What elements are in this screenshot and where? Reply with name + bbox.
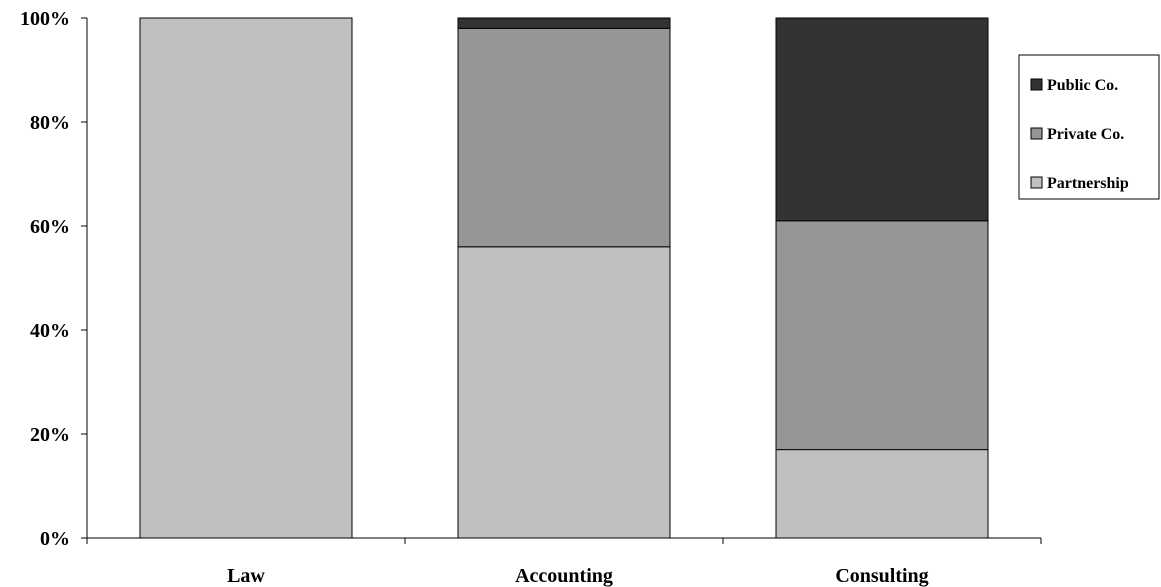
bar-consulting-public-co xyxy=(775,17,989,222)
bar-accounting-private-co xyxy=(457,27,671,248)
y-tick-label: 0% xyxy=(40,528,70,550)
x-tick-label-accounting: Accounting xyxy=(515,565,613,587)
y-tick-label: 80% xyxy=(30,112,70,134)
x-tick-label-law: Law xyxy=(227,565,265,587)
legend-swatch-private-co xyxy=(1030,127,1043,140)
x-axis: Law Accounting Consulting xyxy=(86,538,1042,587)
legend-swatch-public-co xyxy=(1030,78,1043,91)
bar-accounting-public-co xyxy=(457,17,671,29)
y-axis: 0% 20% 40% 60% 80% 100% xyxy=(20,8,87,550)
bar-consulting-private-co xyxy=(775,220,989,451)
y-tick-label: 60% xyxy=(30,216,70,238)
legend-label-public-co: Public Co. xyxy=(1047,77,1118,94)
x-tick-label-consulting: Consulting xyxy=(835,565,928,587)
bar-consulting-partnership xyxy=(775,449,989,539)
bar-law-partnership xyxy=(139,17,353,539)
bars-group xyxy=(139,17,989,539)
legend: Public Co. Private Co. Partnership xyxy=(1018,54,1160,200)
legend-label-partnership: Partnership xyxy=(1047,175,1129,192)
y-tick-label: 20% xyxy=(30,424,70,446)
bar-accounting-partnership xyxy=(457,246,671,539)
legend-swatch-partnership xyxy=(1030,176,1043,189)
y-tick-label: 100% xyxy=(20,8,70,30)
y-tick-label: 40% xyxy=(30,320,70,342)
legend-label-private-co: Private Co. xyxy=(1047,126,1124,143)
